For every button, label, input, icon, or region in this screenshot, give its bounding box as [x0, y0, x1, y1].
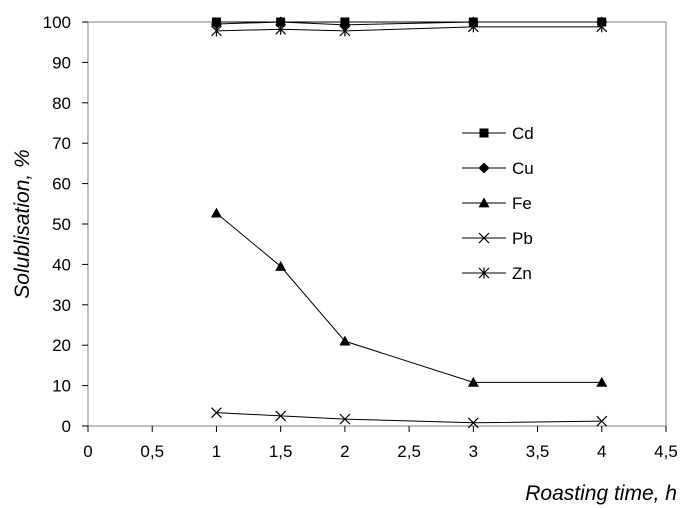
data-point-zn: [467, 21, 479, 33]
data-point-pb: [275, 410, 287, 422]
y-tick-label: 30: [52, 296, 71, 315]
tick-marks: [82, 21, 667, 432]
data-point-pb: [339, 413, 351, 425]
y-tick-label: 0: [62, 417, 71, 436]
legend-label-zn: Zn: [512, 264, 532, 283]
y-axis-title: Solublisation, %: [11, 149, 34, 298]
legend-label-cu: Cu: [512, 159, 534, 178]
x-tick-label: 4: [597, 442, 606, 461]
data-point-zn: [211, 25, 222, 37]
series-markers: [210, 16, 608, 429]
legend-marker-fe: [478, 197, 490, 208]
x-tick-label: 3,5: [526, 442, 550, 461]
y-tick-label: 90: [52, 53, 71, 72]
legend-marker-cu: [478, 162, 490, 174]
y-tick-labels: 0 10 20 30 40 50 60 70 80 90 100: [43, 13, 71, 436]
x-tick-label: 2,5: [397, 442, 421, 461]
data-point-pb: [467, 417, 479, 429]
legend-marker-pb: [478, 232, 490, 244]
data-point-fe: [467, 376, 479, 387]
legend: Cd Cu Fe Pb Zn: [462, 124, 534, 283]
data-point-fe: [596, 376, 608, 387]
data-point-fe: [210, 207, 222, 218]
y-tick-label: 100: [43, 13, 71, 32]
data-point-zn: [339, 25, 351, 37]
data-point-zn: [275, 23, 287, 35]
data-point-pb: [596, 415, 608, 427]
x-tick-label: 1: [212, 442, 221, 461]
data-point-cu: [210, 18, 222, 30]
data-point-zn: [596, 21, 608, 33]
y-tick-label: 10: [52, 377, 71, 396]
x-tick-label: 0,5: [140, 442, 164, 461]
legend-marker-zn: [478, 267, 490, 279]
y-tick-label: 80: [52, 94, 71, 113]
x-tick-label: 2: [340, 442, 349, 461]
y-tick-label: 60: [52, 175, 71, 194]
x-tick-label: 4,5: [654, 442, 678, 461]
y-tick-label: 70: [52, 134, 71, 153]
data-point-cu: [275, 16, 287, 28]
x-tick-label: 0: [83, 442, 92, 461]
data-point-pb: [211, 407, 222, 419]
x-tick-label: 1,5: [269, 442, 293, 461]
legend-label-cd: Cd: [512, 124, 534, 143]
y-tick-label: 20: [52, 336, 71, 355]
x-tick-labels: 0 0,5 1 1,5 2 2,5 3 3,5 4 4,5: [83, 442, 678, 461]
x-axis-title: Roasting time, h: [525, 482, 677, 505]
legend-label-fe: Fe: [512, 194, 532, 213]
y-tick-label: 40: [52, 255, 71, 274]
data-point-fe: [339, 335, 351, 346]
plot-area: [87, 21, 667, 427]
data-point-fe: [275, 260, 287, 271]
legend-marker-cd: [479, 128, 489, 138]
legend-label-pb: Pb: [512, 229, 533, 248]
x-tick-label: 3: [469, 442, 478, 461]
y-tick-label: 50: [52, 215, 71, 234]
